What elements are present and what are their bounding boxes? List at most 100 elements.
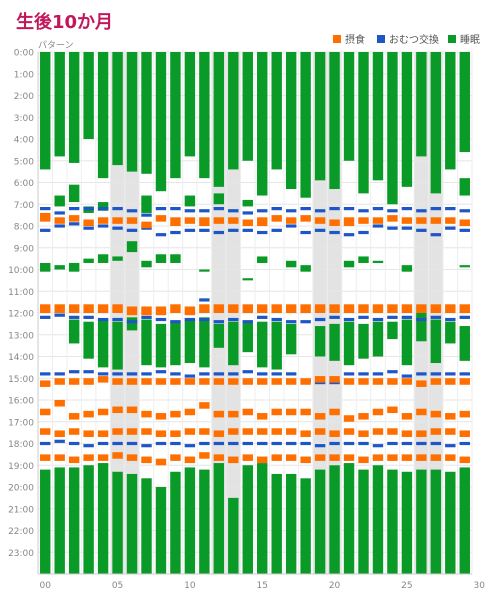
feeding-bar — [271, 378, 282, 385]
diaper-mark — [372, 372, 384, 376]
diaper-mark — [343, 207, 355, 211]
sleep-bar — [387, 321, 398, 340]
diaper-mark — [112, 317, 123, 322]
diaper-mark — [314, 228, 326, 232]
sleep-bar — [459, 178, 470, 196]
x-tick-label: 15 — [257, 581, 268, 591]
diaper-mark — [271, 317, 282, 322]
feeding-bar — [271, 454, 282, 461]
y-tick-label: 18:00 — [8, 440, 34, 450]
feeding-bar — [445, 304, 456, 313]
y-tick-label: 17:00 — [8, 418, 34, 428]
diaper-mark — [83, 315, 94, 319]
diaper-mark — [155, 370, 167, 374]
diaper-mark — [112, 226, 123, 230]
diaper-mark — [40, 207, 51, 211]
feeding-bar — [213, 304, 225, 313]
sleep-bar — [257, 256, 268, 263]
feeding-bar — [257, 217, 268, 226]
diaper-mark — [416, 317, 427, 322]
diaper-mark — [97, 207, 109, 211]
feeding-bar — [141, 410, 152, 418]
feeding-bar — [401, 413, 413, 420]
sleep-bar — [459, 265, 470, 268]
diaper-mark — [445, 372, 456, 376]
y-tick-label: 22:00 — [8, 527, 34, 537]
feeding-bar — [329, 376, 340, 383]
feeding-bar — [459, 456, 470, 464]
sleep-bar — [97, 202, 109, 211]
feeding-bar — [184, 217, 196, 224]
diaper-mark — [213, 207, 225, 211]
feeding-bar — [155, 215, 167, 222]
feeding-bar — [97, 376, 109, 383]
y-tick-label: 16:00 — [8, 397, 34, 407]
diaper-mark — [228, 372, 239, 376]
x-tick-label: 00 — [40, 581, 52, 591]
diaper-mark — [141, 213, 152, 217]
diaper-mark — [170, 230, 181, 235]
feeding-bar — [68, 215, 80, 222]
feeding-bar — [40, 408, 51, 416]
sleep-bar — [445, 321, 456, 344]
sleep-bar — [68, 319, 80, 344]
sleep-bar — [387, 52, 398, 205]
feeding-bar — [401, 430, 413, 437]
diaper-mark — [228, 228, 239, 232]
diaper-mark — [54, 313, 65, 317]
feeding-bar — [141, 221, 152, 229]
diaper-mark — [343, 317, 355, 322]
sleep-bar — [97, 463, 109, 574]
feeding-bar — [401, 217, 413, 224]
feeding-bar — [242, 378, 253, 385]
sleep-bar — [170, 52, 181, 179]
feeding-bar — [416, 454, 427, 461]
feeding-bar — [68, 456, 80, 464]
diaper-mark — [329, 230, 340, 235]
diaper-mark — [68, 222, 80, 226]
diaper-mark — [40, 441, 51, 446]
diaper-mark — [184, 317, 196, 322]
sleep-bar — [112, 256, 123, 261]
diaper-mark — [271, 207, 282, 211]
feeding-bar — [387, 428, 398, 435]
diaper-mark — [257, 372, 268, 376]
sleep-bar — [257, 52, 268, 196]
feeding-bar — [343, 415, 355, 422]
sleep-bar — [126, 241, 138, 253]
sleep-bar — [184, 52, 196, 157]
sleep-bar — [83, 258, 94, 263]
feeding-bar — [372, 408, 384, 416]
feeding-bar — [329, 219, 340, 226]
feeding-bar — [40, 212, 51, 222]
diaper-mark — [257, 209, 268, 213]
diaper-mark — [126, 441, 138, 446]
sleep-bar — [54, 195, 65, 207]
diaper-mark — [459, 209, 470, 213]
diaper-mark — [126, 372, 138, 376]
feeding-bar — [54, 430, 65, 437]
feeding-bar — [40, 380, 51, 387]
feeding-bar — [430, 410, 442, 418]
sleep-bar — [343, 463, 355, 574]
diaper-mark — [184, 228, 196, 232]
sleep-bar — [170, 321, 181, 366]
diaper-mark — [387, 370, 398, 374]
diaper-mark — [54, 224, 65, 228]
diaper-mark — [97, 441, 109, 446]
diaper-mark — [358, 315, 369, 319]
sleep-bar — [213, 323, 225, 348]
sleep-bar — [358, 256, 369, 263]
diaper-mark — [372, 224, 384, 228]
feeding-bar — [416, 217, 427, 224]
feeding-bar — [54, 304, 65, 313]
sleep-bar — [329, 465, 340, 574]
feeding-bar — [416, 304, 427, 313]
diaper-mark — [459, 372, 470, 376]
diaper-mark — [372, 207, 384, 211]
feeding-bar — [97, 408, 109, 416]
diaper-mark — [199, 209, 210, 213]
sleep-bar — [416, 313, 427, 342]
sleep-bar — [155, 487, 167, 574]
diaper-mark — [300, 320, 311, 324]
